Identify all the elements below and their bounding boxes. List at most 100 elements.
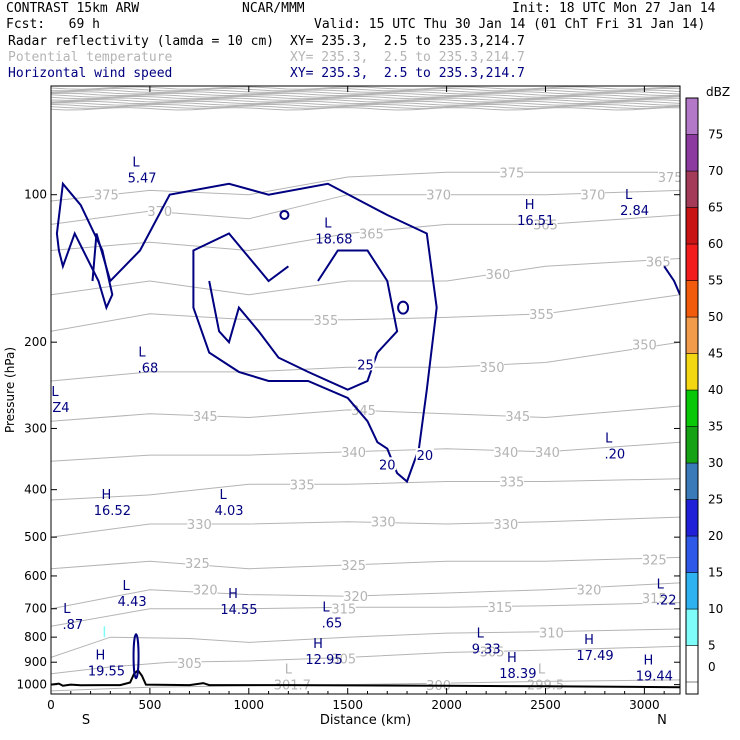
y-tick-label: 300 xyxy=(24,421,47,435)
theta-label-bg xyxy=(426,187,451,201)
colorbar-label: 75 xyxy=(708,128,723,142)
theta-label-bg xyxy=(632,337,657,351)
theta-label-bg xyxy=(341,558,366,572)
wind-contour-blob xyxy=(397,300,410,315)
theta-label-bg xyxy=(193,409,218,423)
theta-label-bg xyxy=(505,409,530,423)
stratospheric-isentrope xyxy=(51,100,680,105)
theta-label: 365 xyxy=(359,227,384,242)
colorbar-swatch xyxy=(685,608,699,646)
theta-label: 340 xyxy=(341,446,366,461)
theta-label: 330 xyxy=(187,518,212,533)
wind-extremum-value: Z4 xyxy=(52,401,69,416)
theta-label-bg xyxy=(533,217,558,231)
x-end-right: N xyxy=(657,713,667,728)
theta-label: 340 xyxy=(535,446,560,461)
theta-label: 355 xyxy=(529,308,554,323)
wind-extremum-symbol: L xyxy=(132,155,140,170)
stratospheric-isentrope xyxy=(51,91,680,95)
org-label: NCAR/MMM xyxy=(242,1,305,16)
theta-label-bg xyxy=(488,600,513,614)
y-tick-label: 600 xyxy=(24,569,47,583)
x-axis-label: Distance (km) xyxy=(320,713,411,728)
y-tick-label: 200 xyxy=(24,335,47,349)
wind-contour-25 xyxy=(208,249,399,391)
theta-label-bg xyxy=(341,444,366,458)
wind-extremum-symbol: H xyxy=(101,488,111,503)
theta-label-bg xyxy=(290,477,315,491)
theta-label-bg xyxy=(642,590,667,604)
wind-extremum-value: 17.49 xyxy=(576,649,613,664)
stratospheric-isentrope xyxy=(51,87,680,92)
x-tick-label: 3000 xyxy=(629,698,660,712)
colorbar-label: 35 xyxy=(708,420,723,434)
x-tick-label: 0 xyxy=(47,698,55,712)
field2-name: Potential temperature xyxy=(8,50,173,65)
stratospheric-isentrope xyxy=(51,89,680,93)
wind-extremum-value: 16.52 xyxy=(94,504,131,519)
y-tick-label: 700 xyxy=(24,602,47,616)
colorbar-swatch xyxy=(685,316,699,354)
theta-contour-335 xyxy=(51,478,680,501)
wind-extremum-symbol: L xyxy=(322,601,330,616)
theta-label-bg xyxy=(658,169,680,183)
wind-extremum-value: .65 xyxy=(322,617,343,632)
colorbar-swatch xyxy=(685,645,699,683)
theta-label-bg xyxy=(313,312,338,326)
colorbar-label: 65 xyxy=(708,201,723,215)
wind-extremum-symbol: L xyxy=(123,579,131,594)
theta-label-bg xyxy=(94,187,119,201)
theta-label: 325 xyxy=(185,557,210,572)
wind-contour-label: 25 xyxy=(357,358,374,373)
colorbar-label: 0 xyxy=(708,660,716,674)
y-tick-label: 1000 xyxy=(16,678,47,692)
x-tick-label: 1500 xyxy=(332,698,363,712)
wind-contour-right xyxy=(663,265,680,296)
colorbar-label: 25 xyxy=(708,493,723,507)
wind-extremum-symbol: H xyxy=(228,587,238,602)
theta-label: 365 xyxy=(533,218,558,233)
wind-extremum-value: 18.68 xyxy=(315,232,352,247)
wind-contour-label: 20 xyxy=(379,458,396,473)
colorbar-unit: dBZ xyxy=(706,85,730,99)
wind-extremum-symbol: H xyxy=(584,633,594,648)
wind-contour-20 xyxy=(91,182,438,484)
field1-name: Radar reflectivity (lamda = 10 cm) xyxy=(8,34,275,49)
wind-extremum-value: .20 xyxy=(604,448,625,463)
wind-extremum-symbol: L xyxy=(477,627,485,642)
stratospheric-isentrope xyxy=(51,96,680,100)
colorbar-frame xyxy=(685,97,699,695)
forecast-hour: Fcst: 69 h xyxy=(6,17,100,32)
theta-extremum-symbol: L xyxy=(285,662,293,677)
stratospheric-isentrope xyxy=(51,105,680,109)
y-tick-label: 500 xyxy=(24,530,47,544)
theta-label: 325 xyxy=(341,559,366,574)
colorbar-swatch xyxy=(685,499,699,537)
wind-extremum-value: 19.44 xyxy=(636,669,673,684)
stratospheric-isentrope xyxy=(51,94,680,98)
theta-label: 310 xyxy=(539,626,564,641)
wind-extremum-value: .68 xyxy=(138,361,159,376)
theta-label: 320 xyxy=(193,584,218,599)
x-tick-label: 2500 xyxy=(530,698,561,712)
valid-time: Valid: 15 UTC Thu 30 Jan 14 (01 ChT Fri … xyxy=(314,17,706,32)
wind-extremum-value: 9.33 xyxy=(472,643,501,658)
theta-label-bg xyxy=(493,444,518,458)
wind-label-bg xyxy=(415,448,434,462)
colorbar-label: 60 xyxy=(708,237,723,251)
wind-extremum-value: .22 xyxy=(656,594,677,609)
theta-label-bg xyxy=(177,655,202,669)
field2-xy: XY= 235.3, 2.5 to 235.3,214.7 xyxy=(290,50,525,65)
colorbar-swatch xyxy=(685,353,699,391)
colorbar-swatch xyxy=(685,134,699,172)
wind-extremum-symbol: L xyxy=(63,602,71,617)
theta-label-bg xyxy=(642,552,667,566)
theta-label-bg xyxy=(480,644,505,658)
theta-label-bg xyxy=(577,582,602,596)
theta-label-bg xyxy=(359,226,384,240)
colorbar-swatch xyxy=(685,207,699,245)
theta-label-bg xyxy=(371,514,396,528)
wind-extremum-symbol: L xyxy=(138,345,146,360)
field3-name: Horizontal wind speed xyxy=(8,66,173,81)
